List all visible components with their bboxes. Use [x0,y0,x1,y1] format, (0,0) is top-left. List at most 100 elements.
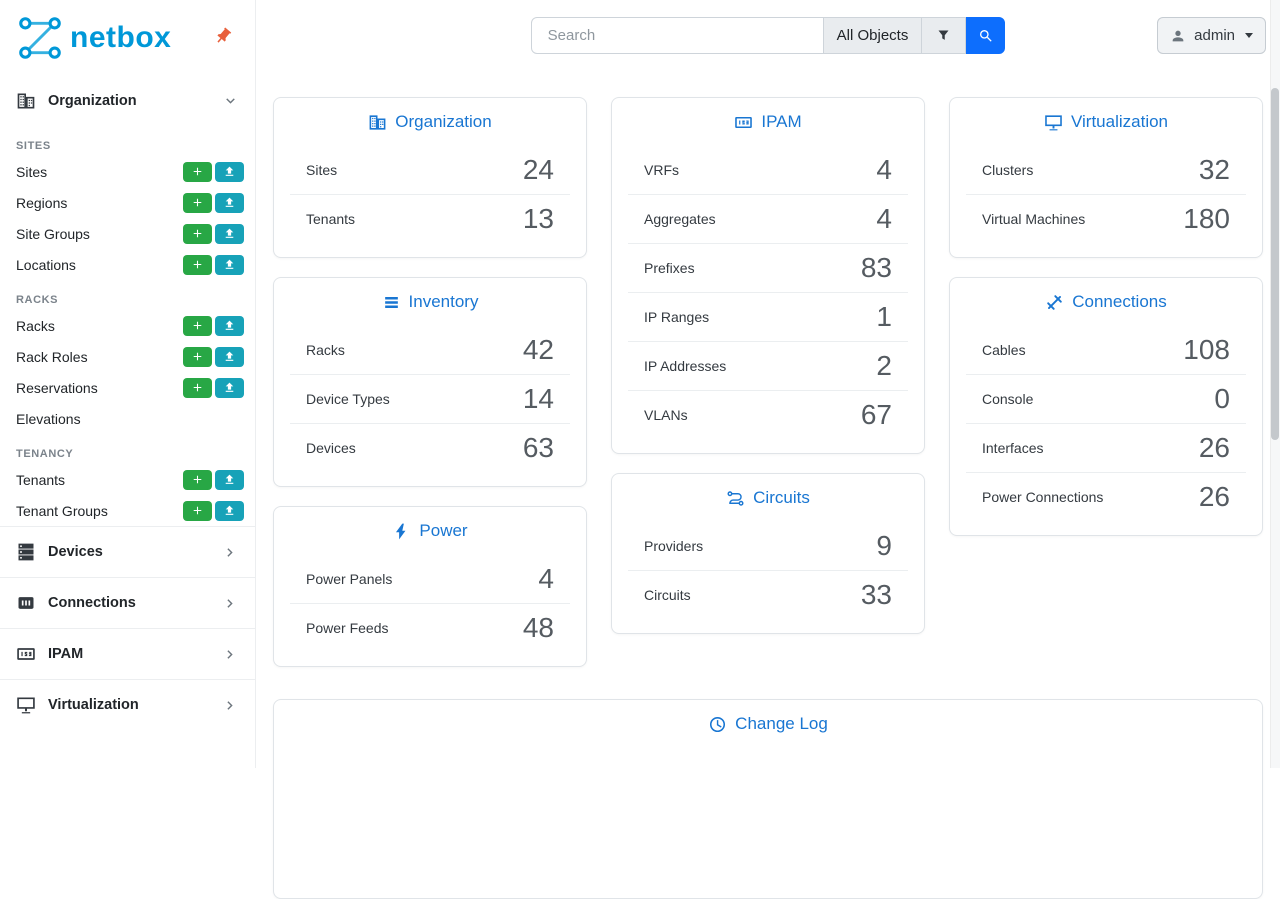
card-title-link[interactable]: Change Log [735,714,828,734]
card-title-link[interactable]: Connections [1072,292,1167,312]
stat-row-vrfs[interactable]: VRFs 4 [628,146,908,194]
sidebar-section-devices[interactable]: Devices [0,526,255,577]
username: admin [1194,27,1235,44]
add-button[interactable] [183,316,212,336]
filter-button[interactable] [921,17,966,54]
stat-row-racks[interactable]: Racks 42 [290,326,570,374]
add-button[interactable] [183,224,212,244]
sidebar-section-connections[interactable]: Connections [0,577,255,628]
stat-row-providers[interactable]: Providers 9 [628,522,908,570]
sidebar-item-regions[interactable]: Regions [0,187,255,218]
stat-row-ip-addresses[interactable]: IP Addresses 2 [628,341,908,390]
sidebar-item-tenant-groups[interactable]: Tenant Groups [0,495,255,526]
sidebar-item-site-groups[interactable]: Site Groups [0,218,255,249]
topbar: All Objects admin [256,0,1280,55]
sidebar-item-elevations[interactable]: Elevations [0,403,255,434]
counter-icon [734,113,753,132]
add-button[interactable] [183,255,212,275]
stat-row-cables[interactable]: Cables 108 [966,326,1246,374]
stat-row-vlans[interactable]: VLANs 67 [628,390,908,439]
stat-row-device-types[interactable]: Device Types 14 [290,374,570,423]
section-label: Virtualization [48,697,139,713]
sidebar-nav: Organization SITES Sites Regions Site Gr… [0,76,255,730]
upload-icon [223,196,236,209]
import-button[interactable] [215,316,244,336]
sidebar-item-reservations[interactable]: Reservations [0,372,255,403]
stat-value: 4 [538,565,554,593]
import-button[interactable] [215,255,244,275]
sidebar-item-rack-roles[interactable]: Rack Roles [0,341,255,372]
stat-value: 83 [861,254,892,282]
add-button[interactable] [183,470,212,490]
stat-label: Devices [306,440,356,456]
add-button[interactable] [183,162,212,182]
page-scrollbar[interactable] [1270,0,1280,768]
stat-row-power-feeds[interactable]: Power Feeds 48 [290,603,570,652]
sidebar-section-ipam[interactable]: IPAM [0,628,255,679]
sidebar-item-racks[interactable]: Racks [0,310,255,341]
stat-row-tenants[interactable]: Tenants 13 [290,194,570,243]
circuits-icon [726,489,745,508]
add-button[interactable] [183,501,212,521]
stat-row-power-connections[interactable]: Power Connections 26 [966,472,1246,521]
card-title-link[interactable]: Power [419,521,467,541]
stat-row-clusters[interactable]: Clusters 32 [966,146,1246,194]
stat-label: Sites [306,162,337,178]
stat-row-aggregates[interactable]: Aggregates 4 [628,194,908,243]
plus-icon [191,258,204,271]
import-button[interactable] [215,378,244,398]
import-button[interactable] [215,193,244,213]
upload-icon [223,504,236,517]
stat-row-interfaces[interactable]: Interfaces 26 [966,423,1246,472]
stat-row-sites[interactable]: Sites 24 [290,146,570,194]
scrollbar-thumb[interactable] [1271,88,1279,440]
search-input[interactable] [531,17,824,54]
import-button[interactable] [215,501,244,521]
stat-label: Power Connections [982,489,1103,505]
stat-value: 32 [1199,156,1230,184]
upload-icon [223,227,236,240]
add-button[interactable] [183,347,212,367]
sidebar-section-virtualization[interactable]: Virtualization [0,679,255,730]
stat-row-console[interactable]: Console 0 [966,374,1246,423]
stat-label: VLANs [644,407,688,423]
stat-value: 26 [1199,434,1230,462]
card-title-link[interactable]: Virtualization [1071,112,1168,132]
object-type-select[interactable]: All Objects [823,17,923,54]
item-label: Locations [16,257,76,273]
card-title: Change Log [274,700,1262,748]
sidebar-section-organization[interactable]: Organization [0,76,255,126]
stat-label: Cables [982,342,1026,358]
chevron-right-icon [222,646,239,663]
stat-row-power-panels[interactable]: Power Panels 4 [290,555,570,603]
netbox-logo[interactable]: netbox [14,16,171,60]
add-button[interactable] [183,193,212,213]
stat-row-ip-ranges[interactable]: IP Ranges 1 [628,292,908,341]
stat-label: Power Feeds [306,620,388,636]
import-button[interactable] [215,224,244,244]
sidebar-item-locations[interactable]: Locations [0,249,255,280]
import-button[interactable] [215,470,244,490]
import-button[interactable] [215,162,244,182]
card-title-link[interactable]: IPAM [761,112,801,132]
sidebar-item-tenants[interactable]: Tenants [0,464,255,495]
sidebar-group-racks: RACKS [0,288,255,310]
stat-row-devices[interactable]: Devices 63 [290,423,570,472]
item-label: Racks [16,318,55,334]
card-ipam: IPAM VRFs 4 Aggregates 4 Prefixes 83 [611,97,925,454]
sidebar-item-sites[interactable]: Sites [0,156,255,187]
stat-value: 63 [523,434,554,462]
stat-label: Interfaces [982,440,1043,456]
stat-row-virtual-machines[interactable]: Virtual Machines 180 [966,194,1246,243]
card-title-link[interactable]: Inventory [409,292,479,312]
import-button[interactable] [215,347,244,367]
pin-sidebar-button[interactable] [207,23,237,54]
search-button[interactable] [966,17,1005,54]
card-title-link[interactable]: Circuits [753,488,810,508]
add-button[interactable] [183,378,212,398]
card-title-link[interactable]: Organization [395,112,491,132]
stat-row-circuits[interactable]: Circuits 33 [628,570,908,619]
user-menu-button[interactable]: admin [1157,17,1266,54]
stat-row-prefixes[interactable]: Prefixes 83 [628,243,908,292]
stat-value: 108 [1183,336,1230,364]
